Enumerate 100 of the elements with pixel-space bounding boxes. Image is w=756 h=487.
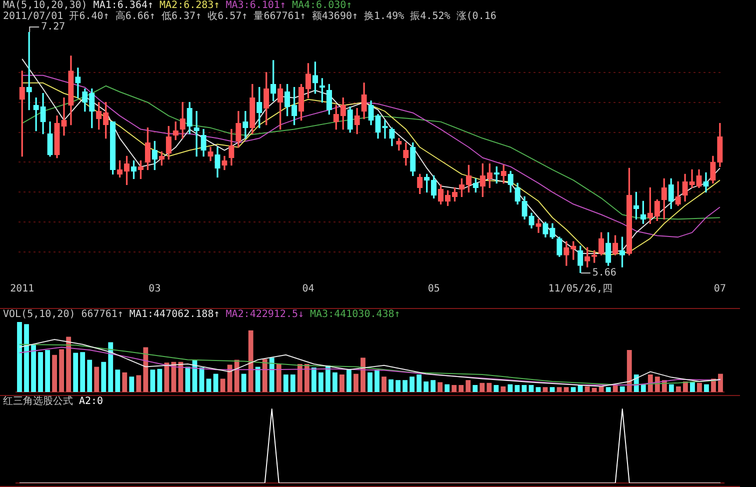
bar — [458, 385, 464, 392]
bar — [388, 379, 394, 392]
bar — [697, 382, 702, 392]
bar — [640, 384, 646, 392]
bar — [606, 387, 611, 392]
bar — [360, 358, 366, 392]
bar — [592, 388, 597, 392]
bar — [115, 370, 120, 392]
bar — [73, 352, 78, 392]
bar — [354, 374, 358, 392]
text: A2:0 — [79, 396, 104, 407]
x-tick-label: 07 — [714, 284, 726, 295]
bar — [374, 370, 380, 392]
bar — [612, 385, 618, 392]
bar — [494, 385, 499, 392]
bar — [311, 368, 316, 392]
bar — [31, 344, 36, 392]
bar — [536, 387, 541, 392]
bar — [122, 372, 128, 392]
x-tick-label: 2011 — [10, 284, 34, 295]
bar — [444, 384, 450, 392]
bar — [480, 382, 485, 392]
bar — [676, 386, 681, 392]
bar — [241, 374, 246, 392]
bar — [564, 387, 569, 392]
x-tick-label: 04 — [302, 284, 314, 295]
bar — [234, 360, 240, 392]
bar — [129, 376, 134, 392]
bar — [220, 378, 226, 392]
bar — [466, 380, 471, 392]
legend-title: MA(5,10,20,30) — [3, 0, 88, 11]
bar — [108, 342, 114, 392]
bar — [522, 385, 527, 392]
x-tick-label: 03 — [148, 284, 161, 295]
bar — [598, 386, 604, 392]
bar — [430, 380, 436, 392]
bar — [500, 386, 506, 392]
bar — [59, 349, 64, 392]
bar — [438, 382, 443, 392]
text: MA3:6.101↑ — [226, 0, 286, 11]
bar — [514, 385, 520, 392]
bar — [332, 372, 338, 392]
bar — [38, 352, 43, 392]
bar — [690, 382, 695, 392]
text: MA3:441030.438↑ — [310, 309, 400, 320]
text: MA1:447062.188↑ — [129, 309, 220, 320]
bar — [410, 376, 415, 392]
bar — [101, 362, 106, 392]
bar — [486, 382, 492, 392]
bar — [143, 347, 148, 392]
annotation: 5.66 — [592, 268, 616, 279]
bar — [416, 374, 422, 392]
bar — [325, 365, 330, 392]
bar — [556, 387, 562, 392]
bar — [508, 384, 513, 392]
bar — [297, 364, 302, 392]
bar — [542, 387, 548, 392]
bar — [368, 372, 372, 392]
legend-title: 红三角选股公式 — [3, 396, 73, 407]
bar — [45, 350, 50, 392]
text: 2011/07/01 开6.40↑ 高6.66↑ 低6.37↑ 收6.57↑ 量667761↑ 额43690↑ 换1.49% 振4.52% 涨(0.16 — [2, 11, 498, 22]
bar — [346, 368, 352, 392]
bar — [718, 374, 723, 392]
bar — [570, 387, 576, 392]
bar — [472, 385, 478, 392]
bar — [66, 336, 72, 392]
bar — [206, 378, 212, 392]
bar — [262, 359, 268, 392]
bar — [682, 382, 688, 392]
bar — [578, 385, 583, 392]
bar — [255, 366, 260, 392]
bar — [269, 358, 274, 392]
text: MA2:422912.5↓ — [226, 309, 304, 320]
bar — [94, 366, 100, 392]
bar — [382, 376, 386, 392]
bar — [704, 384, 709, 392]
bar — [550, 387, 555, 392]
x-tick-label: 05 — [428, 284, 440, 295]
bar — [402, 380, 408, 392]
bar — [528, 385, 534, 392]
bar — [157, 368, 162, 392]
bar — [80, 352, 86, 392]
bar — [584, 386, 590, 392]
bar — [24, 324, 29, 392]
annotation: 7.27 — [41, 22, 66, 33]
bar — [620, 386, 625, 392]
bar — [87, 360, 92, 392]
bar — [452, 385, 457, 392]
bar — [276, 364, 282, 392]
bar — [340, 374, 344, 392]
bar — [17, 322, 22, 392]
bar — [626, 350, 632, 392]
bar — [283, 374, 288, 392]
bar — [424, 382, 429, 392]
bar — [136, 375, 142, 392]
text: MA2:6.283↑ — [160, 0, 220, 11]
text: MA4:6.030↑ — [292, 0, 352, 11]
bar — [396, 380, 400, 392]
bar — [52, 354, 58, 392]
bar — [150, 370, 156, 392]
